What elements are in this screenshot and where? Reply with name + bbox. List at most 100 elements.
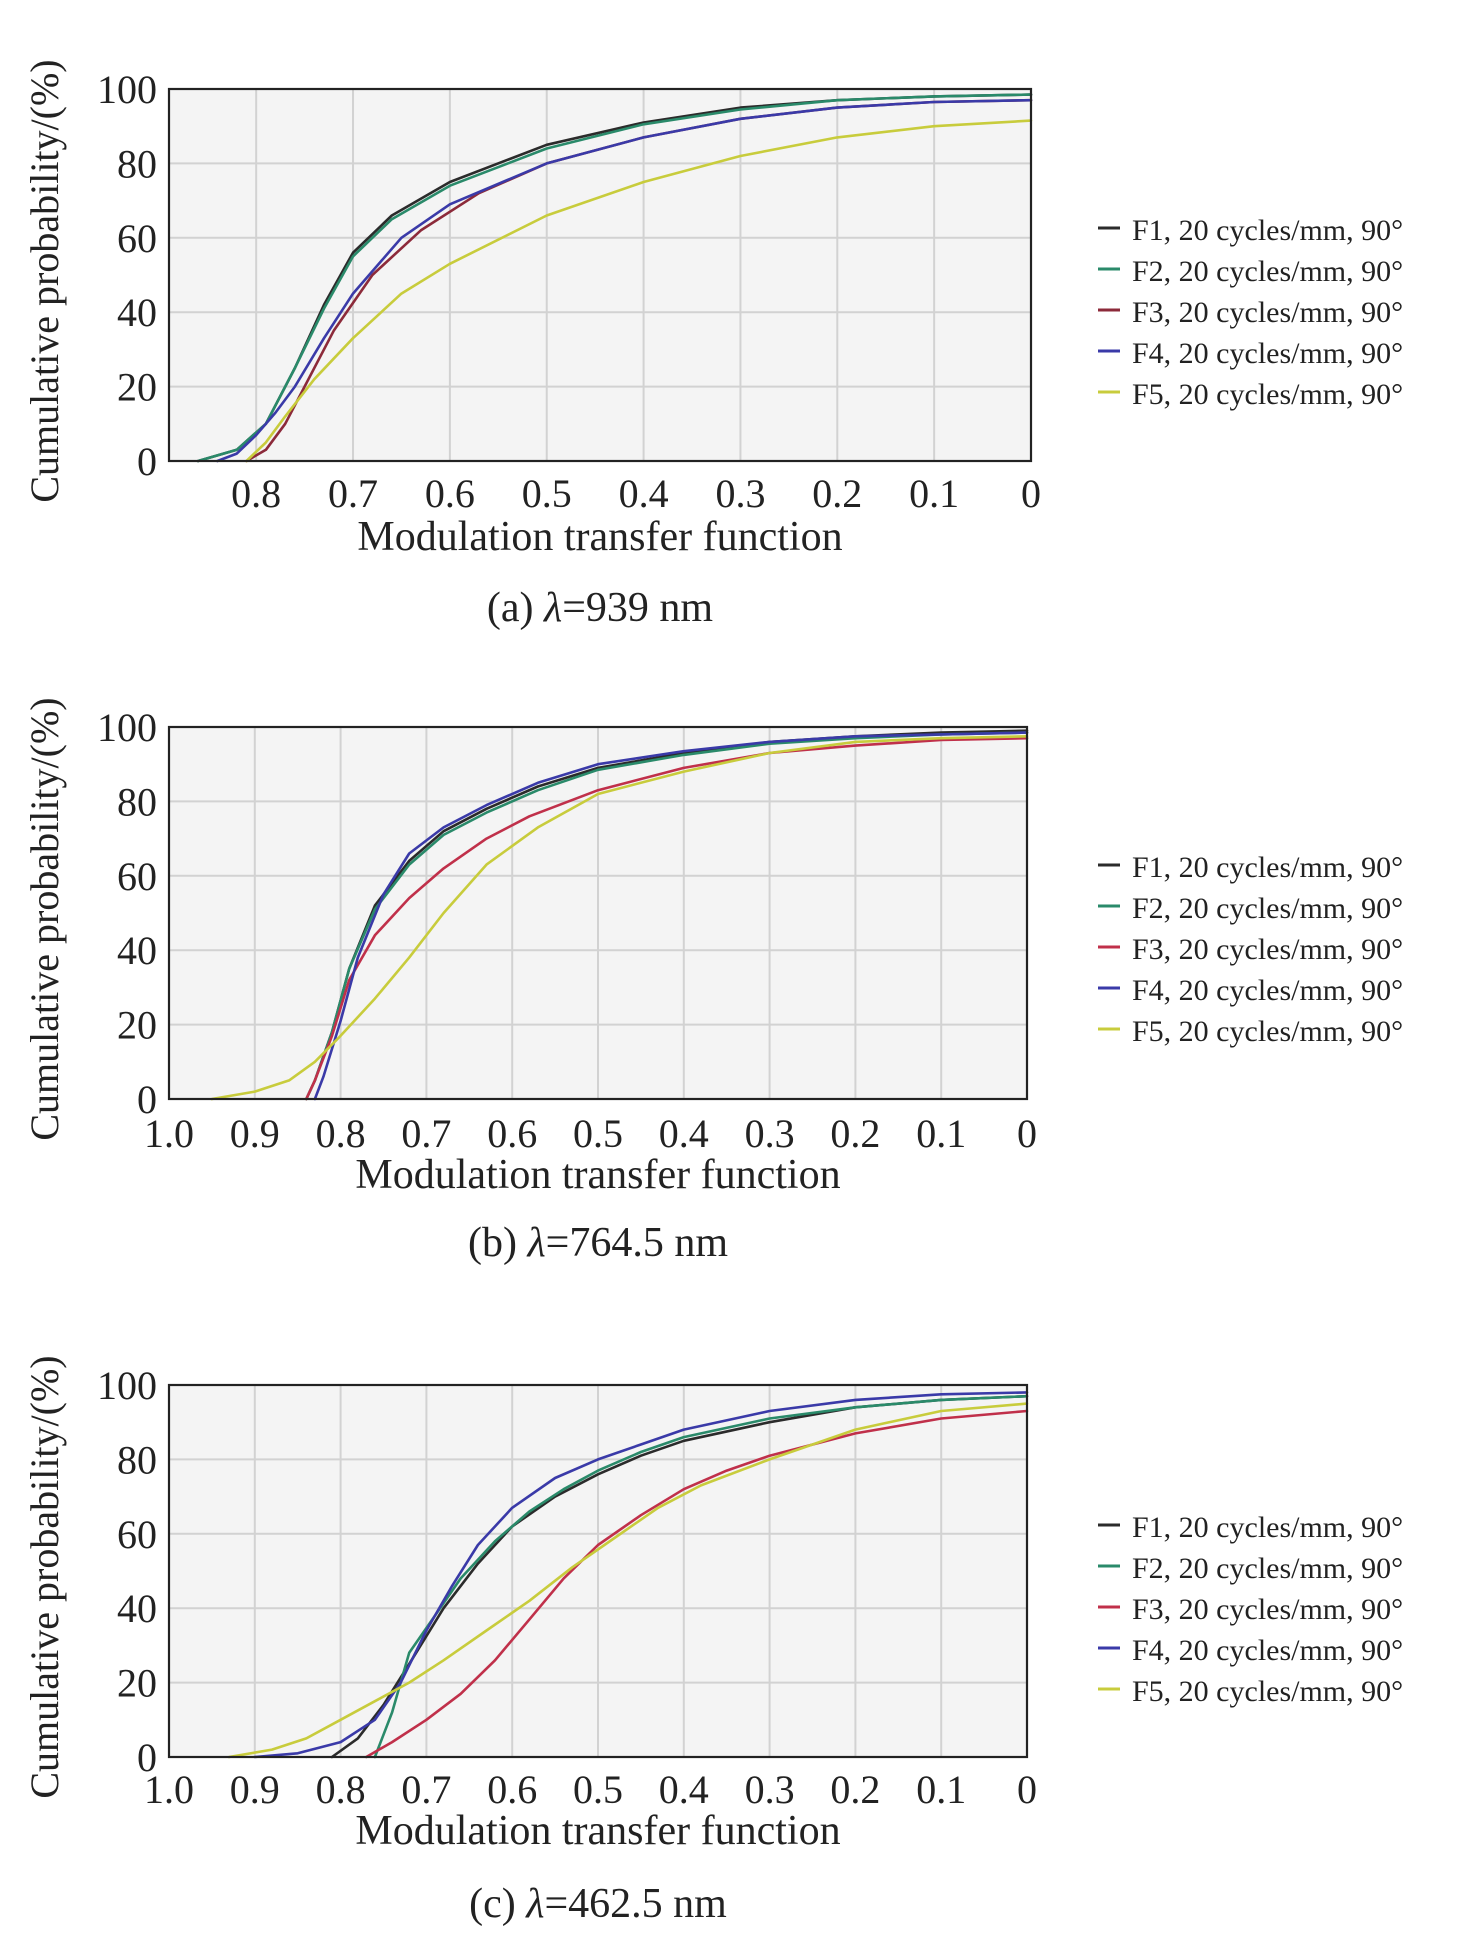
x-tick-label: 0.6 (425, 471, 475, 516)
series-line-5 (210, 734, 1029, 1101)
y-tick-label: 0 (137, 1077, 157, 1122)
x-tick-label: 0.2 (830, 1767, 880, 1812)
series-line-5 (227, 1402, 1029, 1759)
x-tick-label: 0.2 (812, 471, 862, 516)
caption-symbol: λ (525, 1220, 545, 1266)
series-line-4 (216, 98, 1033, 463)
plot-frame (167, 1383, 1029, 1759)
y-tick-label: 20 (117, 1661, 157, 1706)
legend-entry-1: F1, 20 cycles/mm, 90° (1132, 214, 1403, 247)
y-tick-label: 80 (117, 1437, 157, 1482)
x-tick-label: 0.8 (316, 1767, 366, 1812)
x-tick-label: 0.9 (230, 1767, 280, 1812)
chart-panel-c: 1.0 0.9 0.8 0.7 0.6 0.5 0.4 0.3 0.2 0.1 0 0 20 40 60 80… (22, 1355, 1403, 1927)
x-tick-label: 0 (1017, 1767, 1037, 1812)
legend-entry-2: F2, 20 cycles/mm, 90° (1132, 255, 1403, 288)
caption-prefix: (c) (469, 1881, 526, 1927)
x-axis-label: Modulation transfer function (355, 1808, 840, 1854)
panel-caption: (c) λ=462.5 nm (469, 1881, 727, 1927)
series-line-2 (373, 1394, 1029, 1759)
legend-entry-4: F4, 20 cycles/mm, 90° (1132, 1634, 1403, 1667)
series-line-4 (253, 1391, 1029, 1759)
plot-frame (167, 87, 1033, 463)
x-tick-label: 0.9 (230, 1111, 280, 1156)
y-tick-label: 0 (137, 439, 157, 484)
y-tick-label: 100 (97, 1363, 157, 1408)
legend-entry-1: F1, 20 cycles/mm, 90° (1132, 1511, 1403, 1544)
x-tick-label: 0.7 (401, 1111, 451, 1156)
legend-entry-3: F3, 20 cycles/mm, 90° (1132, 296, 1403, 329)
y-axis-label: Cumulative probability/(%) (22, 697, 67, 1140)
panel-caption: (b) λ=764.5 nm (468, 1220, 728, 1266)
x-tick-label: 1.0 (144, 1767, 194, 1812)
x-tick-label: 0.6 (487, 1767, 537, 1812)
x-tick-label: 0.1 (916, 1111, 966, 1156)
y-axis-label: Cumulative probability/(%) (22, 1355, 67, 1798)
x-axis-label: Modulation transfer function (355, 1152, 840, 1198)
chart-panel-b: 1.0 0.9 0.8 0.7 0.6 0.5 0.4 0.3 0.2 0.1 0 0 20 40 60 80… (22, 697, 1403, 1266)
y-tick-label: 60 (117, 854, 157, 899)
caption-prefix: (a) (487, 585, 544, 631)
x-tick-label: 0.5 (573, 1111, 623, 1156)
y-tick-label: 40 (117, 290, 157, 335)
series-line-2 (304, 731, 1029, 1101)
y-tick-label: 100 (97, 705, 157, 750)
legend-entry-4: F4, 20 cycles/mm, 90° (1132, 974, 1403, 1007)
caption-prefix: (b) (468, 1220, 527, 1266)
x-tick-label: 1.0 (144, 1111, 194, 1156)
y-tick-label: 80 (117, 779, 157, 824)
y-tick-label: 80 (117, 141, 157, 186)
y-tick-label: 20 (117, 365, 157, 410)
series-line-2 (196, 93, 1033, 463)
x-tick-label: 0.7 (328, 471, 378, 516)
x-axis-label: Modulation transfer function (357, 514, 842, 560)
x-tick-label: 0.8 (231, 471, 281, 516)
caption-suffix: =939 nm (562, 585, 713, 631)
legend-entry-3: F3, 20 cycles/mm, 90° (1132, 933, 1403, 966)
caption-suffix: =462.5 nm (544, 1881, 727, 1927)
x-tick-label: 0.3 (745, 1767, 795, 1812)
caption-symbol: λ (524, 1881, 544, 1927)
y-tick-label: 40 (117, 928, 157, 973)
y-tick-label: 60 (117, 216, 157, 261)
series-line-4 (313, 731, 1029, 1101)
x-tick-label: 0.2 (830, 1111, 880, 1156)
plot-frame (167, 725, 1029, 1101)
legend-entry-2: F2, 20 cycles/mm, 90° (1132, 1552, 1403, 1585)
x-tick-label: 0.8 (316, 1111, 366, 1156)
x-tick-label: 0 (1021, 471, 1041, 516)
legend-entry-5: F5, 20 cycles/mm, 90° (1132, 378, 1403, 411)
x-tick-label: 0.1 (916, 1767, 966, 1812)
y-tick-label: 100 (97, 67, 157, 112)
x-tick-label: 0.4 (619, 471, 669, 516)
x-tick-label: 0 (1017, 1111, 1037, 1156)
legend-entry-5: F5, 20 cycles/mm, 90° (1132, 1675, 1403, 1708)
x-tick-label: 0.5 (573, 1767, 623, 1812)
y-tick-label: 20 (117, 1003, 157, 1048)
y-tick-label: 60 (117, 1512, 157, 1557)
x-tick-label: 0.6 (487, 1111, 537, 1156)
x-tick-label: 0.3 (715, 471, 765, 516)
legend-entry-1: F1, 20 cycles/mm, 90° (1132, 851, 1403, 884)
series-line-3 (304, 736, 1029, 1101)
legend-entry-5: F5, 20 cycles/mm, 90° (1132, 1015, 1403, 1048)
x-tick-label: 0.5 (522, 471, 572, 516)
plot-area (169, 89, 1031, 461)
x-tick-label: 0.3 (745, 1111, 795, 1156)
y-tick-label: 40 (117, 1586, 157, 1631)
series-line-5 (245, 119, 1033, 463)
legend-entry-2: F2, 20 cycles/mm, 90° (1132, 892, 1403, 925)
caption-suffix: =764.5 nm (546, 1220, 729, 1266)
y-tick-label: 0 (137, 1735, 157, 1780)
legend-entry-3: F3, 20 cycles/mm, 90° (1132, 1593, 1403, 1626)
legend-entry-4: F4, 20 cycles/mm, 90° (1132, 337, 1403, 370)
panel-caption: (a) λ=939 nm (487, 585, 714, 631)
x-tick-label: 0.4 (659, 1111, 709, 1156)
x-tick-label: 0.7 (401, 1767, 451, 1812)
chart-panel-a: 0.8 0.7 0.6 0.5 0.4 0.3 0.2 0.1 0 0 20 40 60 80 100 Mod… (22, 59, 1403, 631)
caption-symbol: λ (542, 585, 562, 631)
x-tick-label: 0.4 (659, 1767, 709, 1812)
x-tick-label: 0.1 (909, 471, 959, 516)
y-axis-label: Cumulative probability/(%) (22, 59, 67, 502)
